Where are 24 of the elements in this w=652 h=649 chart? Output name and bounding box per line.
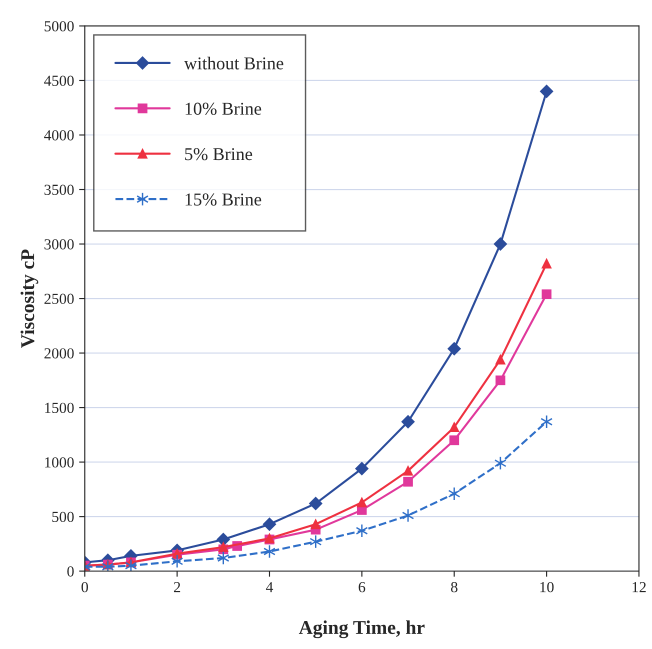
y-tick-label: 0 <box>67 566 74 577</box>
x-axis-title: Aging Time, hr <box>298 620 425 638</box>
x-tick-label: 10 <box>540 582 554 592</box>
y-tick-label: 3500 <box>44 184 74 195</box>
y-tick-label: 4000 <box>44 130 74 140</box>
y-tick-label: 2500 <box>44 294 74 304</box>
x-tick-label: 0 <box>82 582 88 592</box>
x-tick-label: 6 <box>358 582 366 592</box>
y-axis-title: Viscosity cP <box>20 250 38 348</box>
legend-label: 10% Brine <box>186 102 262 115</box>
x-tick-label: 12 <box>632 582 646 592</box>
y-tick-label: 1000 <box>45 457 74 468</box>
legend-label: 5% Brine <box>185 148 252 160</box>
y-tick-label: 500 <box>52 512 74 522</box>
y-tick-label: 4500 <box>44 76 74 86</box>
legend-label: without Brine <box>184 56 284 70</box>
y-tick-label: 2000 <box>44 348 74 359</box>
y-tick-label: 1500 <box>45 402 74 414</box>
y-tick-label: 5000 <box>44 21 74 32</box>
y-tick-label: 3000 <box>44 239 74 250</box>
legend-label: 15% Brine <box>186 193 262 206</box>
x-tick-label: 2 <box>174 582 180 592</box>
x-tick-label: 8 <box>450 582 458 592</box>
x-tick-label: 4 <box>266 582 274 592</box>
